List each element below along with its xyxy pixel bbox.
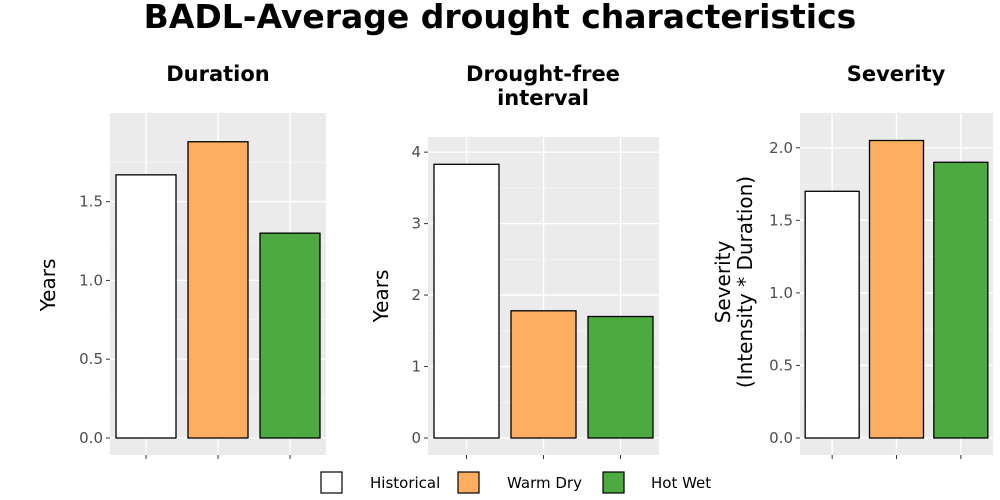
y-tick-label: 0: [411, 429, 421, 447]
y-tick-label: 3: [411, 215, 421, 233]
legend-label-hot-wet: Hot Wet: [651, 474, 711, 492]
y-tick-label: 2: [411, 286, 421, 304]
y-axis-label-line: (Intensity * Duration): [733, 176, 757, 388]
panel-1: 0.0 0.5 1.0 1.5 Duration Years: [36, 62, 326, 459]
legend: Historical Warm Dry Hot Wet: [320, 471, 711, 494]
figure-title: BADL-Average drought characteristics: [144, 0, 857, 36]
panel-title: interval: [497, 86, 589, 110]
bar-historical: [433, 163, 500, 439]
bar-historical: [804, 190, 860, 439]
bar-warm-dry: [510, 310, 577, 439]
y-tick-label: 2.0: [769, 139, 793, 157]
y-tick-label: 0.0: [769, 429, 793, 447]
y-tick-label: 1.5: [769, 211, 793, 229]
y-tick-label: 1.5: [79, 193, 103, 211]
bar-hot-wet: [587, 315, 654, 439]
y-axis-label: Years: [369, 270, 393, 324]
panel-3: 0.00.51.01.52.0SeveritySeverity(Intensit…: [711, 62, 993, 459]
y-axis-label-line: Severity: [711, 241, 735, 324]
panel-title: Severity: [847, 62, 946, 86]
y-tick-label: 1: [411, 358, 421, 376]
bar-warm-dry: [868, 139, 925, 439]
panel-title: Drought-free: [466, 62, 620, 86]
chart-panels: 0.0 0.5 1.0 1.5 Duration Years 0 1 2 3 4 Drought-fr…: [36, 62, 993, 459]
legend-swatch-historical: [320, 471, 343, 494]
legend-label-historical: Historical: [370, 474, 440, 492]
y-tick-label: 1.0: [79, 271, 103, 289]
y-axis-label: Years: [36, 259, 60, 313]
legend-swatch-hot-wet: [602, 471, 625, 494]
y-axis-label-line: Years: [36, 259, 60, 313]
bar-hot-wet: [933, 161, 989, 439]
y-tick-label: 0.5: [79, 350, 103, 368]
y-tick-label: 0.0: [79, 429, 103, 447]
y-axis-label: Severity(Intensity * Duration): [711, 176, 757, 388]
bar-warm-dry: [187, 141, 249, 439]
bar-hot-wet: [259, 232, 321, 439]
y-tick-label: 4: [411, 143, 421, 161]
y-axis-label-line: Years: [369, 270, 393, 324]
bar-historical: [115, 174, 177, 439]
legend-swatch-warm-dry: [457, 471, 480, 494]
legend-label-warm-dry: Warm Dry: [507, 474, 582, 492]
panel-title: Duration: [166, 62, 270, 86]
y-tick-label: 1.0: [769, 284, 793, 302]
y-tick-label: 0.5: [769, 356, 793, 374]
